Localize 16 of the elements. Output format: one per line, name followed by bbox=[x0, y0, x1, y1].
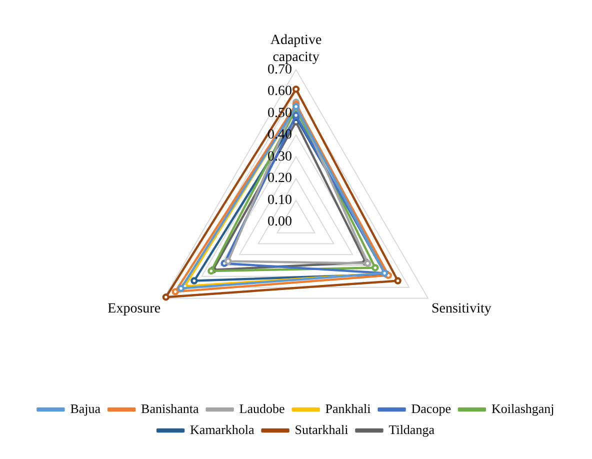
legend-label: Tildanga bbox=[388, 422, 435, 437]
spoke-label: Adaptive capacity bbox=[270, 33, 322, 65]
legend-label: Pankhali bbox=[325, 400, 372, 416]
y-tick-label: 0.20 bbox=[268, 171, 292, 186]
legend-label: Bajua bbox=[70, 400, 101, 416]
legend-label: Laudobe bbox=[239, 400, 286, 416]
spoke-label: Sensitivity bbox=[431, 301, 492, 316]
y-tick-label: 0.00 bbox=[268, 214, 292, 230]
legend-label: Sutarkhali bbox=[294, 422, 349, 437]
y-tick-label: 0.10 bbox=[268, 192, 292, 208]
legend-label: Dacope bbox=[411, 400, 452, 416]
legend-label: Kamarkhola bbox=[190, 422, 255, 437]
legend-label: Banishanta bbox=[141, 400, 200, 416]
legend-label: Koilashganj bbox=[491, 400, 554, 416]
spoke-label: Exposure bbox=[108, 301, 161, 316]
y-tick-label: 0.60 bbox=[268, 84, 292, 100]
